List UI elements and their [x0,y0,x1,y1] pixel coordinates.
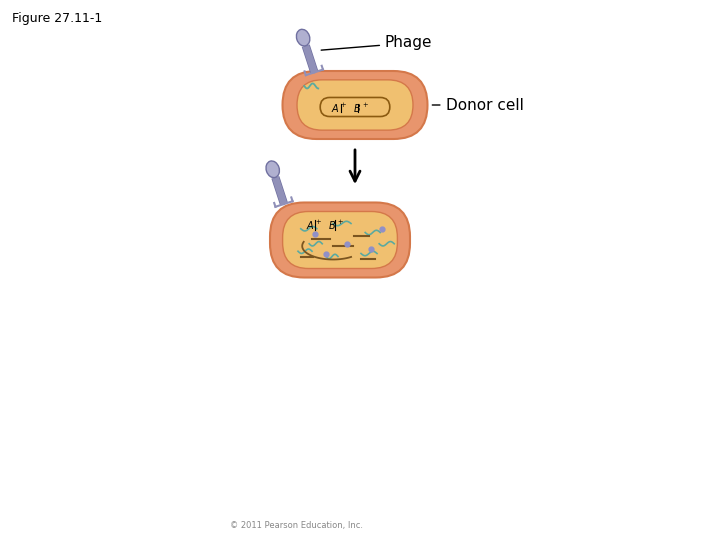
Text: $A^+$  $B^+$: $A^+$ $B^+$ [330,102,369,114]
Ellipse shape [266,161,279,178]
FancyBboxPatch shape [270,202,410,278]
Text: Figure 27.11-1: Figure 27.11-1 [12,12,102,25]
FancyBboxPatch shape [283,212,397,268]
FancyBboxPatch shape [282,71,428,139]
Text: $A^+$  $B^+$: $A^+$ $B^+$ [306,219,344,232]
Text: Phage: Phage [321,36,433,51]
FancyBboxPatch shape [297,80,413,130]
Text: © 2011 Pearson Education, Inc.: © 2011 Pearson Education, Inc. [230,521,363,530]
Text: Donor cell: Donor cell [432,98,523,112]
Ellipse shape [297,29,310,46]
